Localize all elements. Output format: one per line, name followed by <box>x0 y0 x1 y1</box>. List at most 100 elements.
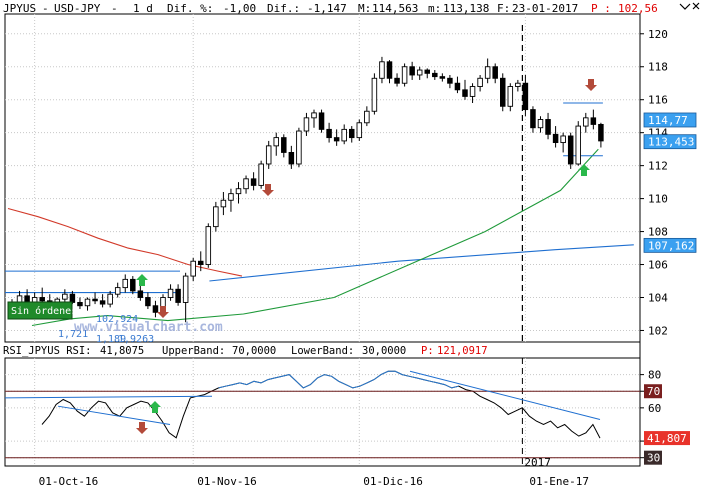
candle[interactable] <box>235 182 242 204</box>
candle[interactable] <box>432 70 438 80</box>
candle[interactable] <box>130 276 136 295</box>
candle[interactable] <box>243 175 249 194</box>
candle[interactable] <box>500 73 506 112</box>
candle[interactable] <box>598 122 604 148</box>
candle[interactable] <box>326 122 332 143</box>
candle[interactable] <box>401 63 408 87</box>
candle-body-down <box>69 293 76 303</box>
candle-body-down <box>326 128 332 139</box>
candle[interactable] <box>288 145 295 169</box>
candle[interactable] <box>77 297 83 310</box>
price-panel[interactable] <box>4 13 641 343</box>
candle[interactable] <box>220 192 227 216</box>
candle[interactable] <box>265 140 272 169</box>
candle[interactable] <box>137 285 144 301</box>
overlay-value-2: 1,721 <box>58 329 88 340</box>
candle[interactable] <box>469 83 476 104</box>
candle-body-up <box>235 188 242 195</box>
candle[interactable] <box>333 129 340 146</box>
price-tag-bg <box>643 112 697 128</box>
candle[interactable] <box>182 272 189 323</box>
candle[interactable] <box>311 109 317 128</box>
candle[interactable] <box>394 73 400 87</box>
candle[interactable] <box>296 127 302 168</box>
candle[interactable] <box>145 292 151 310</box>
candle[interactable] <box>114 282 121 298</box>
orders-badge[interactable]: Sin órdenes <box>7 301 77 320</box>
candle[interactable] <box>575 121 582 166</box>
candle[interactable] <box>424 68 431 79</box>
close-icon[interactable] <box>692 2 700 10</box>
candle[interactable] <box>552 126 559 148</box>
candle-body-up <box>205 226 212 265</box>
candle[interactable] <box>454 76 461 94</box>
candle[interactable] <box>409 61 415 80</box>
candle[interactable] <box>228 188 234 212</box>
candle[interactable] <box>364 106 370 127</box>
candle[interactable] <box>39 287 45 305</box>
candle[interactable] <box>84 297 91 311</box>
candle[interactable] <box>107 290 113 308</box>
candle[interactable] <box>273 132 280 156</box>
candle[interactable] <box>122 274 128 293</box>
candle[interactable] <box>477 74 483 92</box>
candle[interactable] <box>515 79 521 92</box>
candle[interactable] <box>439 73 446 82</box>
candle[interactable] <box>447 74 453 89</box>
header-symbol: JPYUS <box>3 2 36 15</box>
candle[interactable] <box>250 172 257 191</box>
candle[interactable] <box>349 126 355 143</box>
candle[interactable] <box>213 201 219 232</box>
candle-body-up <box>484 66 491 79</box>
header-dif-value: -1,147 <box>307 2 347 15</box>
candle-body-down <box>394 77 400 84</box>
candle[interactable] <box>258 160 264 189</box>
candle[interactable] <box>356 119 363 141</box>
candle[interactable] <box>190 257 196 282</box>
candle-body-down <box>281 137 287 153</box>
header-pair: USD-JPY <box>54 2 101 15</box>
candle[interactable] <box>197 251 204 272</box>
candle[interactable] <box>583 112 589 133</box>
candle[interactable] <box>537 116 544 133</box>
candle-body-down <box>567 135 574 165</box>
candle[interactable] <box>590 109 597 130</box>
candle-body-up <box>107 293 113 305</box>
candle[interactable] <box>522 74 529 117</box>
price-tag-bg <box>643 134 697 150</box>
candle[interactable] <box>303 112 310 136</box>
candle[interactable] <box>99 294 106 308</box>
price-tag-label: 114,77 <box>648 114 688 127</box>
candle[interactable] <box>92 292 98 305</box>
rsi-p-label: P: <box>421 345 434 357</box>
candle[interactable] <box>484 58 491 84</box>
candle-body-down <box>99 300 106 305</box>
candle[interactable] <box>492 63 498 84</box>
candle[interactable] <box>386 60 393 84</box>
rsi-overbought-segment <box>218 370 459 389</box>
candle[interactable] <box>205 223 212 268</box>
chevron-down-icon[interactable] <box>679 3 691 10</box>
candle[interactable] <box>379 56 385 84</box>
candle[interactable] <box>341 124 347 145</box>
candle[interactable] <box>462 79 468 100</box>
candle[interactable] <box>371 73 378 115</box>
candle[interactable] <box>560 132 566 153</box>
candle[interactable] <box>175 284 181 306</box>
candle[interactable] <box>281 134 287 158</box>
candle[interactable] <box>507 83 514 112</box>
candle[interactable] <box>545 112 551 140</box>
price-tick-label: 104 <box>648 291 668 304</box>
candle[interactable] <box>318 109 325 133</box>
candle[interactable] <box>152 300 159 318</box>
rsi-panel[interactable] <box>4 357 641 467</box>
candle[interactable] <box>530 106 536 133</box>
header-dif-pct-label: Dif. %: <box>167 2 213 15</box>
candle-body-up <box>469 86 476 97</box>
header-high-value: 114,563 <box>372 2 418 15</box>
candle[interactable] <box>167 284 174 301</box>
candle[interactable] <box>567 132 574 169</box>
candle[interactable] <box>416 66 423 80</box>
candlestick-series[interactable] <box>9 56 604 323</box>
